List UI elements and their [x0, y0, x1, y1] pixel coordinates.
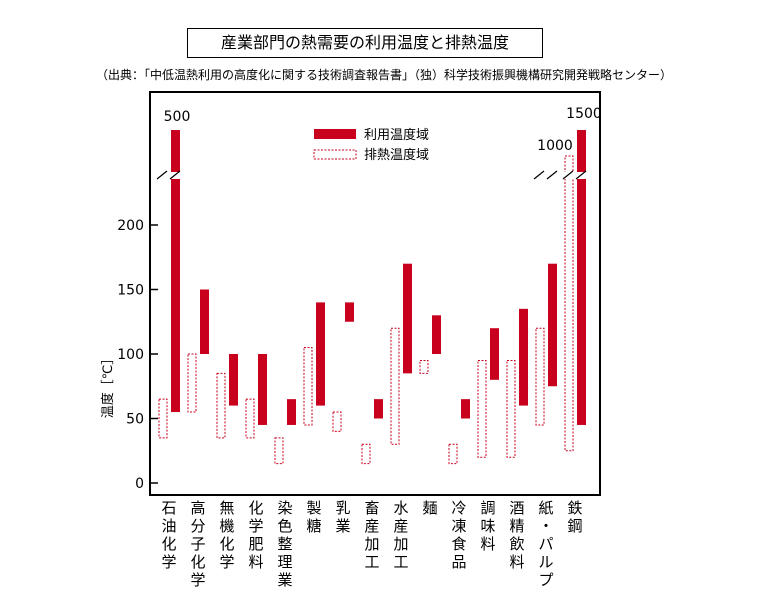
- axis-break-gap: [563, 172, 589, 179]
- x-category-label: 麺: [422, 499, 437, 517]
- use-range-bar: [287, 399, 296, 425]
- x-category-label: 製糖: [306, 499, 321, 535]
- exhaust-range-bar: [187, 353, 197, 413]
- x-category-label: 乳業: [335, 499, 350, 535]
- legend-swatch-use: [314, 129, 356, 139]
- y-tick-label: 0: [135, 476, 144, 492]
- exhaust-range-bar: [448, 443, 458, 465]
- axis-break-slash: [575, 170, 587, 180]
- use-range-bar: [345, 302, 354, 322]
- use-range-bar: [316, 302, 325, 406]
- exhaust-range-bar: [506, 359, 516, 458]
- chart-title: 産業部門の熱需要の利用温度と排熱温度: [187, 28, 543, 58]
- exhaust-range-bar: [245, 398, 255, 439]
- axis-break-slash: [562, 170, 574, 180]
- use-range-bar: [548, 263, 557, 387]
- axis-break-slash: [546, 170, 558, 180]
- axis-break-slash: [533, 170, 545, 180]
- exhaust-range-bar: [158, 398, 168, 439]
- use-range-bar: [171, 130, 180, 413]
- exhaust-range-bar: [477, 359, 487, 458]
- use-range-bar: [258, 354, 267, 425]
- annotation-500: 500: [164, 109, 191, 125]
- annotation-1500: 1500: [566, 106, 602, 122]
- use-range-bar: [577, 130, 586, 425]
- exhaust-range-bar: [535, 327, 545, 426]
- x-category-label: 染色整理業: [277, 499, 292, 589]
- annotation-1000: 1000: [537, 138, 573, 154]
- axis-break-slash: [169, 170, 181, 180]
- y-tick-label: 150: [117, 283, 144, 299]
- use-range-bar: [461, 399, 470, 419]
- plot-frame: [149, 91, 601, 496]
- x-category-label: 無機化学: [219, 499, 234, 571]
- y-tick-label: 100: [117, 347, 144, 363]
- x-category-label: 高分子化学: [190, 499, 205, 589]
- use-range-bar: [432, 315, 441, 354]
- exhaust-range-bar: [564, 155, 574, 452]
- use-range-bar: [403, 263, 412, 374]
- x-category-label: 石油化学: [161, 499, 176, 571]
- y-tick-label: 50: [126, 412, 144, 428]
- exhaust-range-bar: [303, 347, 313, 426]
- exhaust-range-bar: [274, 437, 284, 465]
- x-category-label: 畜産加工: [364, 499, 379, 571]
- use-range-bar: [374, 399, 383, 419]
- x-category-label: 水産加工: [393, 499, 408, 571]
- x-category-label: 冷凍食品: [451, 499, 466, 571]
- x-category-label: 酒精飲料: [509, 499, 524, 571]
- x-category-label: 調味料: [480, 499, 495, 553]
- y-tick-label: 200: [117, 218, 144, 234]
- use-range-bar: [519, 308, 528, 406]
- legend-label-use: 利用温度域: [364, 127, 429, 143]
- y-axis-label: 温度［℃］: [100, 352, 116, 419]
- chart-source: （出典：「中低温熱利用の高度化に関する技術調査報告書」（独）科学技術振興機構研究…: [95, 68, 672, 82]
- legend-swatch-exhaust: [313, 149, 357, 160]
- x-category-label: 鉄鋼: [567, 499, 582, 535]
- exhaust-range-bar: [216, 372, 226, 439]
- use-range-bar: [200, 289, 209, 354]
- axis-break-slash: [156, 170, 168, 180]
- axis-break-gap: [157, 172, 183, 179]
- x-category-label: 紙・パルプ: [538, 499, 553, 589]
- axis-break-gap: [534, 172, 560, 179]
- exhaust-range-bar: [361, 443, 371, 465]
- use-range-bar: [229, 354, 238, 406]
- legend-label-exhaust: 排熱温度域: [364, 147, 429, 163]
- exhaust-range-bar: [419, 359, 429, 374]
- x-category-label: 化学肥料: [248, 499, 263, 571]
- use-range-bar: [490, 328, 499, 380]
- exhaust-range-bar: [390, 327, 400, 445]
- exhaust-range-bar: [332, 411, 342, 432]
